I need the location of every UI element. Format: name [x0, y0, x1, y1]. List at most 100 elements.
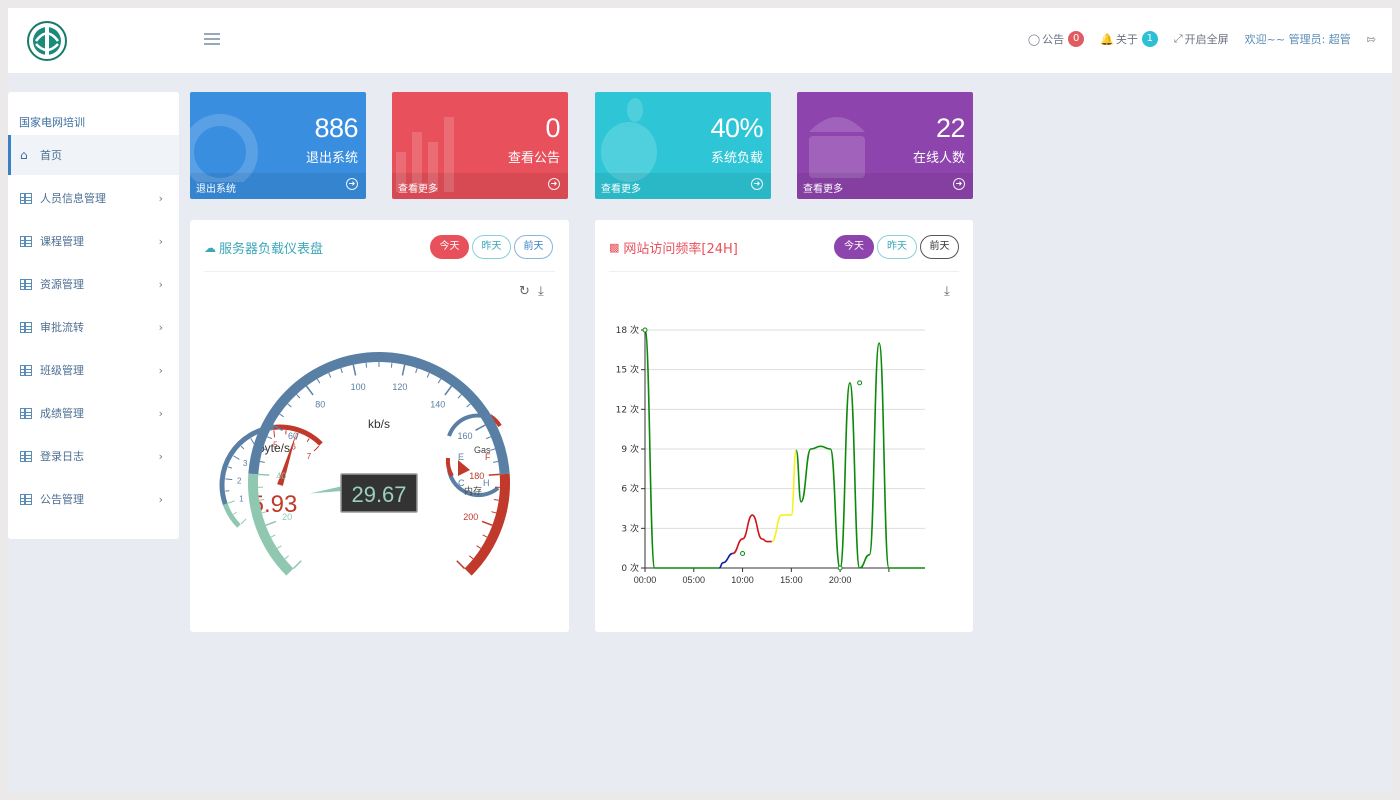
gauge-kbps-tick — [272, 424, 283, 431]
stat-footer-link[interactable]: 查看更多 ➜ — [392, 173, 568, 199]
about-link[interactable]: 🔔 关于 1 — [1100, 31, 1158, 47]
tab-yesterday[interactable]: 昨天 — [472, 235, 511, 259]
sidebar-item-login-log[interactable]: 登录日志 › — [8, 436, 179, 476]
chevron-right-icon: › — [158, 449, 163, 463]
app-frame: ◯ 公告 0 🔔 关于 1 ⤢ 开启全屏 欢迎~~ 管理员: 超管 ⇰ 国家电网… — [8, 8, 1392, 792]
stat-card-system-load: 40% 系统负载 查看更多 ➜ — [595, 92, 771, 199]
gauge-kbps-tick — [292, 560, 302, 570]
stat-footer-label: 退出系统 — [196, 184, 236, 195]
tab-today[interactable]: 今天 — [834, 235, 874, 259]
chart-x-tick-label: 05:00 — [683, 575, 706, 585]
stat-label: 在线人数 — [912, 151, 965, 166]
cloud-icon: ☁ — [204, 240, 216, 255]
download-icon[interactable]: ⤓ — [944, 284, 950, 299]
sidebar-item-classes[interactable]: 班级管理 › — [8, 350, 179, 390]
stat-card-logout: 886 退出系统 退出系统 ➜ — [190, 92, 366, 199]
tab-yesterday[interactable]: 昨天 — [877, 235, 917, 259]
sidebar: 国家电网培训 ⌂ 首页 人员信息管理 › 课程管理 › 资源管理 › 审批流转 … — [8, 92, 179, 539]
download-icon[interactable]: ⤓ — [538, 284, 544, 299]
gauge-kbps-tick — [276, 545, 282, 549]
gauge-kbps-tick-label: 80 — [315, 400, 325, 410]
gauge-kbps-tick — [279, 413, 285, 418]
sidebar-item-home[interactable]: ⌂ 首页 — [8, 135, 179, 175]
bar-chart-bg-icon — [396, 117, 454, 192]
gauge-bytes-tick-label: 1 — [239, 495, 244, 504]
stat-footer-link[interactable]: 查看更多 ➜ — [797, 173, 973, 199]
gauge-memory-arc-red — [445, 457, 454, 478]
tab-day-before[interactable]: 前天 — [920, 235, 959, 259]
chart-series-line — [718, 552, 733, 569]
chart-point — [740, 550, 746, 556]
sign-out-icon: ⇰ — [1366, 32, 1376, 46]
sidebar-item-announcements[interactable]: 公告管理 › — [8, 479, 179, 519]
chart-series-line — [644, 329, 720, 569]
stat-footer-label: 查看更多 — [803, 184, 843, 195]
sidebar-item-label: 首页 — [40, 149, 62, 162]
gauge-kbps-display — [340, 473, 418, 513]
stat-footer-label: 查看更多 — [398, 184, 438, 195]
table-icon — [20, 235, 32, 247]
gauge-kbps-tick — [284, 555, 289, 560]
chart-x-tick-label: 00:00 — [634, 575, 657, 585]
welcome-text: 欢迎~~ 管理员: 超管 — [1244, 33, 1351, 46]
gauge-bytes-tick — [225, 478, 233, 481]
announcement-link[interactable]: ◯ 公告 0 — [1028, 31, 1085, 47]
gauge-bytes-tick — [233, 511, 238, 515]
gauge-kbps-tick — [258, 473, 270, 476]
gauge-bytes-tick — [313, 445, 320, 452]
gauge-memory-tick-h: H — [483, 478, 490, 488]
gauge-kbps-tick — [340, 368, 343, 374]
gauge-kbps-tick — [261, 511, 267, 514]
gauge-bytes-tick — [273, 430, 276, 438]
stat-footer-link[interactable]: 退出系统 ➜ — [190, 173, 366, 199]
sidebar-item-resources[interactable]: 资源管理 › — [8, 264, 179, 304]
menu-toggle-icon[interactable] — [204, 33, 220, 47]
sidebar-item-label: 资源管理 — [40, 278, 84, 291]
stat-footer-label: 查看更多 — [601, 184, 641, 195]
sidebar-item-courses[interactable]: 课程管理 › — [8, 221, 179, 261]
stat-value: 886 — [314, 113, 358, 143]
tab-day-before[interactable]: 前天 — [514, 235, 553, 259]
gauge-bytes-tick-label: 3 — [243, 459, 248, 468]
table-icon — [20, 450, 32, 462]
chart-y-tick-label: 12 次 — [616, 403, 639, 415]
gauge-kbps-tick — [328, 372, 332, 378]
refresh-icon[interactable]: ↻ — [519, 284, 530, 299]
gauge-gas-label: Gas — [474, 445, 491, 455]
gauge-kbps-tick — [415, 368, 418, 374]
table-icon — [20, 278, 32, 290]
about-label: 关于 — [1115, 33, 1138, 46]
gauge-kbps-tick-label: 120 — [392, 382, 407, 392]
gauge-kbps-tick — [488, 473, 500, 476]
fullscreen-label: 开启全屏 — [1184, 33, 1229, 46]
user-welcome[interactable]: 欢迎~~ 管理员: 超管 — [1245, 31, 1351, 47]
tab-today[interactable]: 今天 — [430, 235, 469, 259]
sidebar-item-approval[interactable]: 审批流转 › — [8, 307, 179, 347]
gauge-memory-label: 内存 — [464, 485, 482, 497]
gauge-kbps-tick-label: 20 — [282, 512, 292, 522]
dashboard-bg-icon — [190, 114, 258, 182]
logout-button[interactable]: ⇰ — [1367, 33, 1378, 46]
fullscreen-button[interactable]: ⤢ 开启全屏 — [1174, 31, 1229, 47]
gauge-kbps-tick — [352, 364, 357, 376]
gauge-kbps-tick — [469, 555, 474, 560]
sidebar-item-grades[interactable]: 成绩管理 › — [8, 393, 179, 433]
gauge-kbps-tick — [481, 520, 493, 526]
about-badge: 1 — [1141, 31, 1158, 47]
arrow-circle-right-icon: ➜ — [548, 178, 560, 190]
site-visit-frequency-panel: ▩ 网站访问频率[24H] 今天 昨天 前天 ⤓ 0 次 3 次 6 次 9 次 12 … — [595, 220, 973, 632]
gauge-kbps-tick — [482, 534, 488, 538]
gauge-kbps-tick — [259, 499, 265, 501]
stat-label: 查看公告 — [507, 151, 560, 166]
stat-footer-link[interactable]: 查看更多 ➜ — [595, 173, 771, 199]
sidebar-title: 国家电网培训 — [19, 116, 85, 129]
gauge-kbps-tick — [305, 385, 314, 396]
chart-y-tick-label: 6 次 — [621, 483, 639, 495]
gauge-bytes-tick — [240, 518, 247, 525]
panel-title: ☁ 服务器负载仪表盘 — [204, 238, 323, 258]
chevron-right-icon: › — [158, 277, 163, 291]
gauge-bytes-tick — [240, 445, 245, 450]
sidebar-item-personnel[interactable]: 人员信息管理 › — [8, 178, 179, 218]
chart-series-line — [771, 449, 798, 543]
gauge-kbps-tick — [466, 403, 471, 408]
